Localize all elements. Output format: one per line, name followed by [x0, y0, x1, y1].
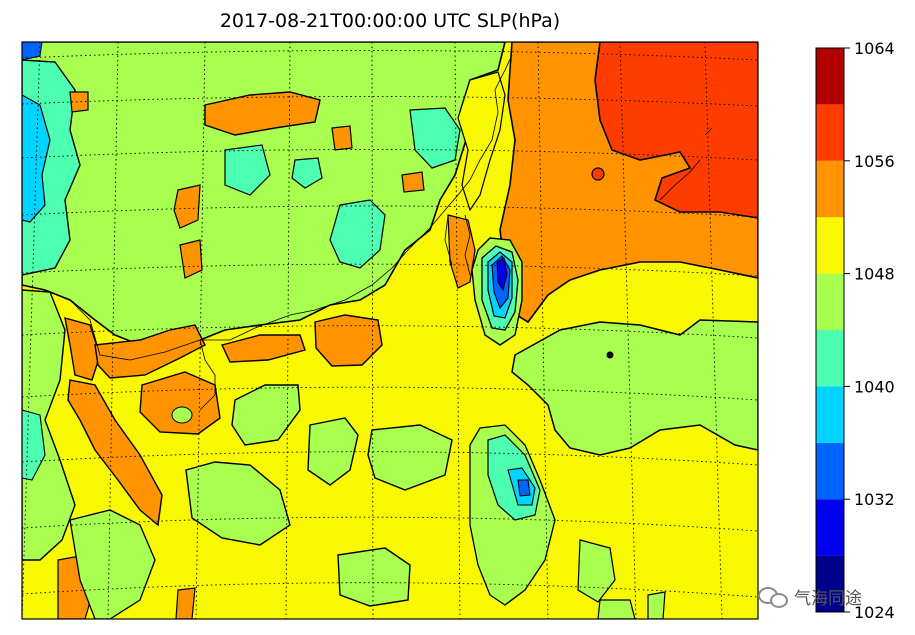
colorbar-band-1036 — [816, 386, 844, 443]
map-title: 2017-08-21T00:00:00 UTC SLP(hPa) — [219, 10, 561, 32]
colorbar-band-1060 — [816, 48, 844, 105]
colorbar-band-1056 — [816, 104, 844, 161]
slp-region-southwest-orange — [64, 317, 101, 381]
slp-contour-map — [22, 42, 758, 619]
colorbar-tick-label: 1024 — [854, 603, 895, 622]
colorbar-tick-label: 1056 — [854, 152, 895, 171]
slp-blob-green-se5 — [597, 599, 636, 619]
coastline-4 — [659, 127, 713, 201]
slp-region-sw-teal — [22, 409, 46, 481]
colorbar-tick-label: 1032 — [854, 490, 895, 509]
slp-dot-small — [606, 351, 614, 359]
slp-low-south-blue — [517, 479, 531, 497]
slp-blob-orange-7 — [69, 91, 89, 113]
watermark: 气海同途 — [758, 583, 898, 609]
coastline — [200, 54, 513, 341]
slp-region-west-lower — [22, 94, 51, 223]
slp-ring-inner — [171, 406, 193, 424]
map-frame — [21, 41, 759, 620]
slp-blob-teal-1 — [329, 199, 386, 269]
slp-gap-yellow — [457, 71, 506, 212]
slp-blob-orange-9 — [331, 125, 353, 151]
wechat-icon — [758, 585, 788, 608]
slp-region-southwest-green — [22, 289, 76, 561]
watermark-text: 气海同途 — [794, 588, 862, 609]
colorbar-band-1040 — [816, 330, 844, 387]
slp-blob-orange-4 — [173, 184, 201, 229]
colorbar-band-1028 — [816, 499, 844, 556]
slp-blob-orange-bottom — [175, 587, 196, 619]
colorbar: 1064 1056 1048 1040 1032 1024 — [815, 39, 895, 622]
colorbar-frame — [815, 47, 845, 613]
slp-blob-teal-2 — [409, 107, 461, 169]
slp-region-sw-green-2 — [69, 509, 156, 619]
colorbar-band-1032 — [816, 442, 844, 500]
slp-region-indochina-orange — [67, 379, 163, 527]
colorbar-band-1044 — [816, 273, 844, 330]
slp-ring-orange — [139, 371, 221, 435]
colorbar-tick-label: 1040 — [854, 377, 895, 396]
slp-blob-teal-4 — [291, 157, 323, 189]
colorbar-band-1052 — [816, 160, 844, 218]
slp-blob-green-s3 — [367, 424, 453, 491]
colorbar-band-1048 — [816, 217, 844, 274]
graticule — [22, 42, 758, 619]
colorbar-tick-label: 1048 — [854, 265, 895, 284]
colorbar-band-1024 — [816, 555, 844, 612]
slp-blob-red-small — [591, 167, 605, 181]
slp-blob-green-se3 — [577, 539, 616, 603]
coastline-2 — [69, 299, 216, 411]
slp-region-bay-orange — [94, 324, 206, 379]
slp-blob-orange-2 — [314, 314, 383, 367]
slp-blob-orange-8 — [447, 214, 476, 289]
slp-blob-green-se4 — [647, 591, 666, 619]
slp-blob-teal-3 — [224, 144, 271, 196]
slp-blob-orange-1 — [204, 91, 321, 136]
slp-blob-orange-3 — [221, 334, 306, 363]
slp-blob-orange-6 — [401, 171, 425, 193]
slp-region-southeast-green — [511, 319, 758, 456]
slp-blob-orange-5 — [179, 239, 203, 279]
colorbar-tick-label: 1064 — [854, 39, 895, 58]
slp-blob-green-s1 — [231, 384, 301, 446]
slp-blob-green-s5 — [337, 547, 411, 607]
slp-blob-green-s4 — [185, 461, 291, 546]
